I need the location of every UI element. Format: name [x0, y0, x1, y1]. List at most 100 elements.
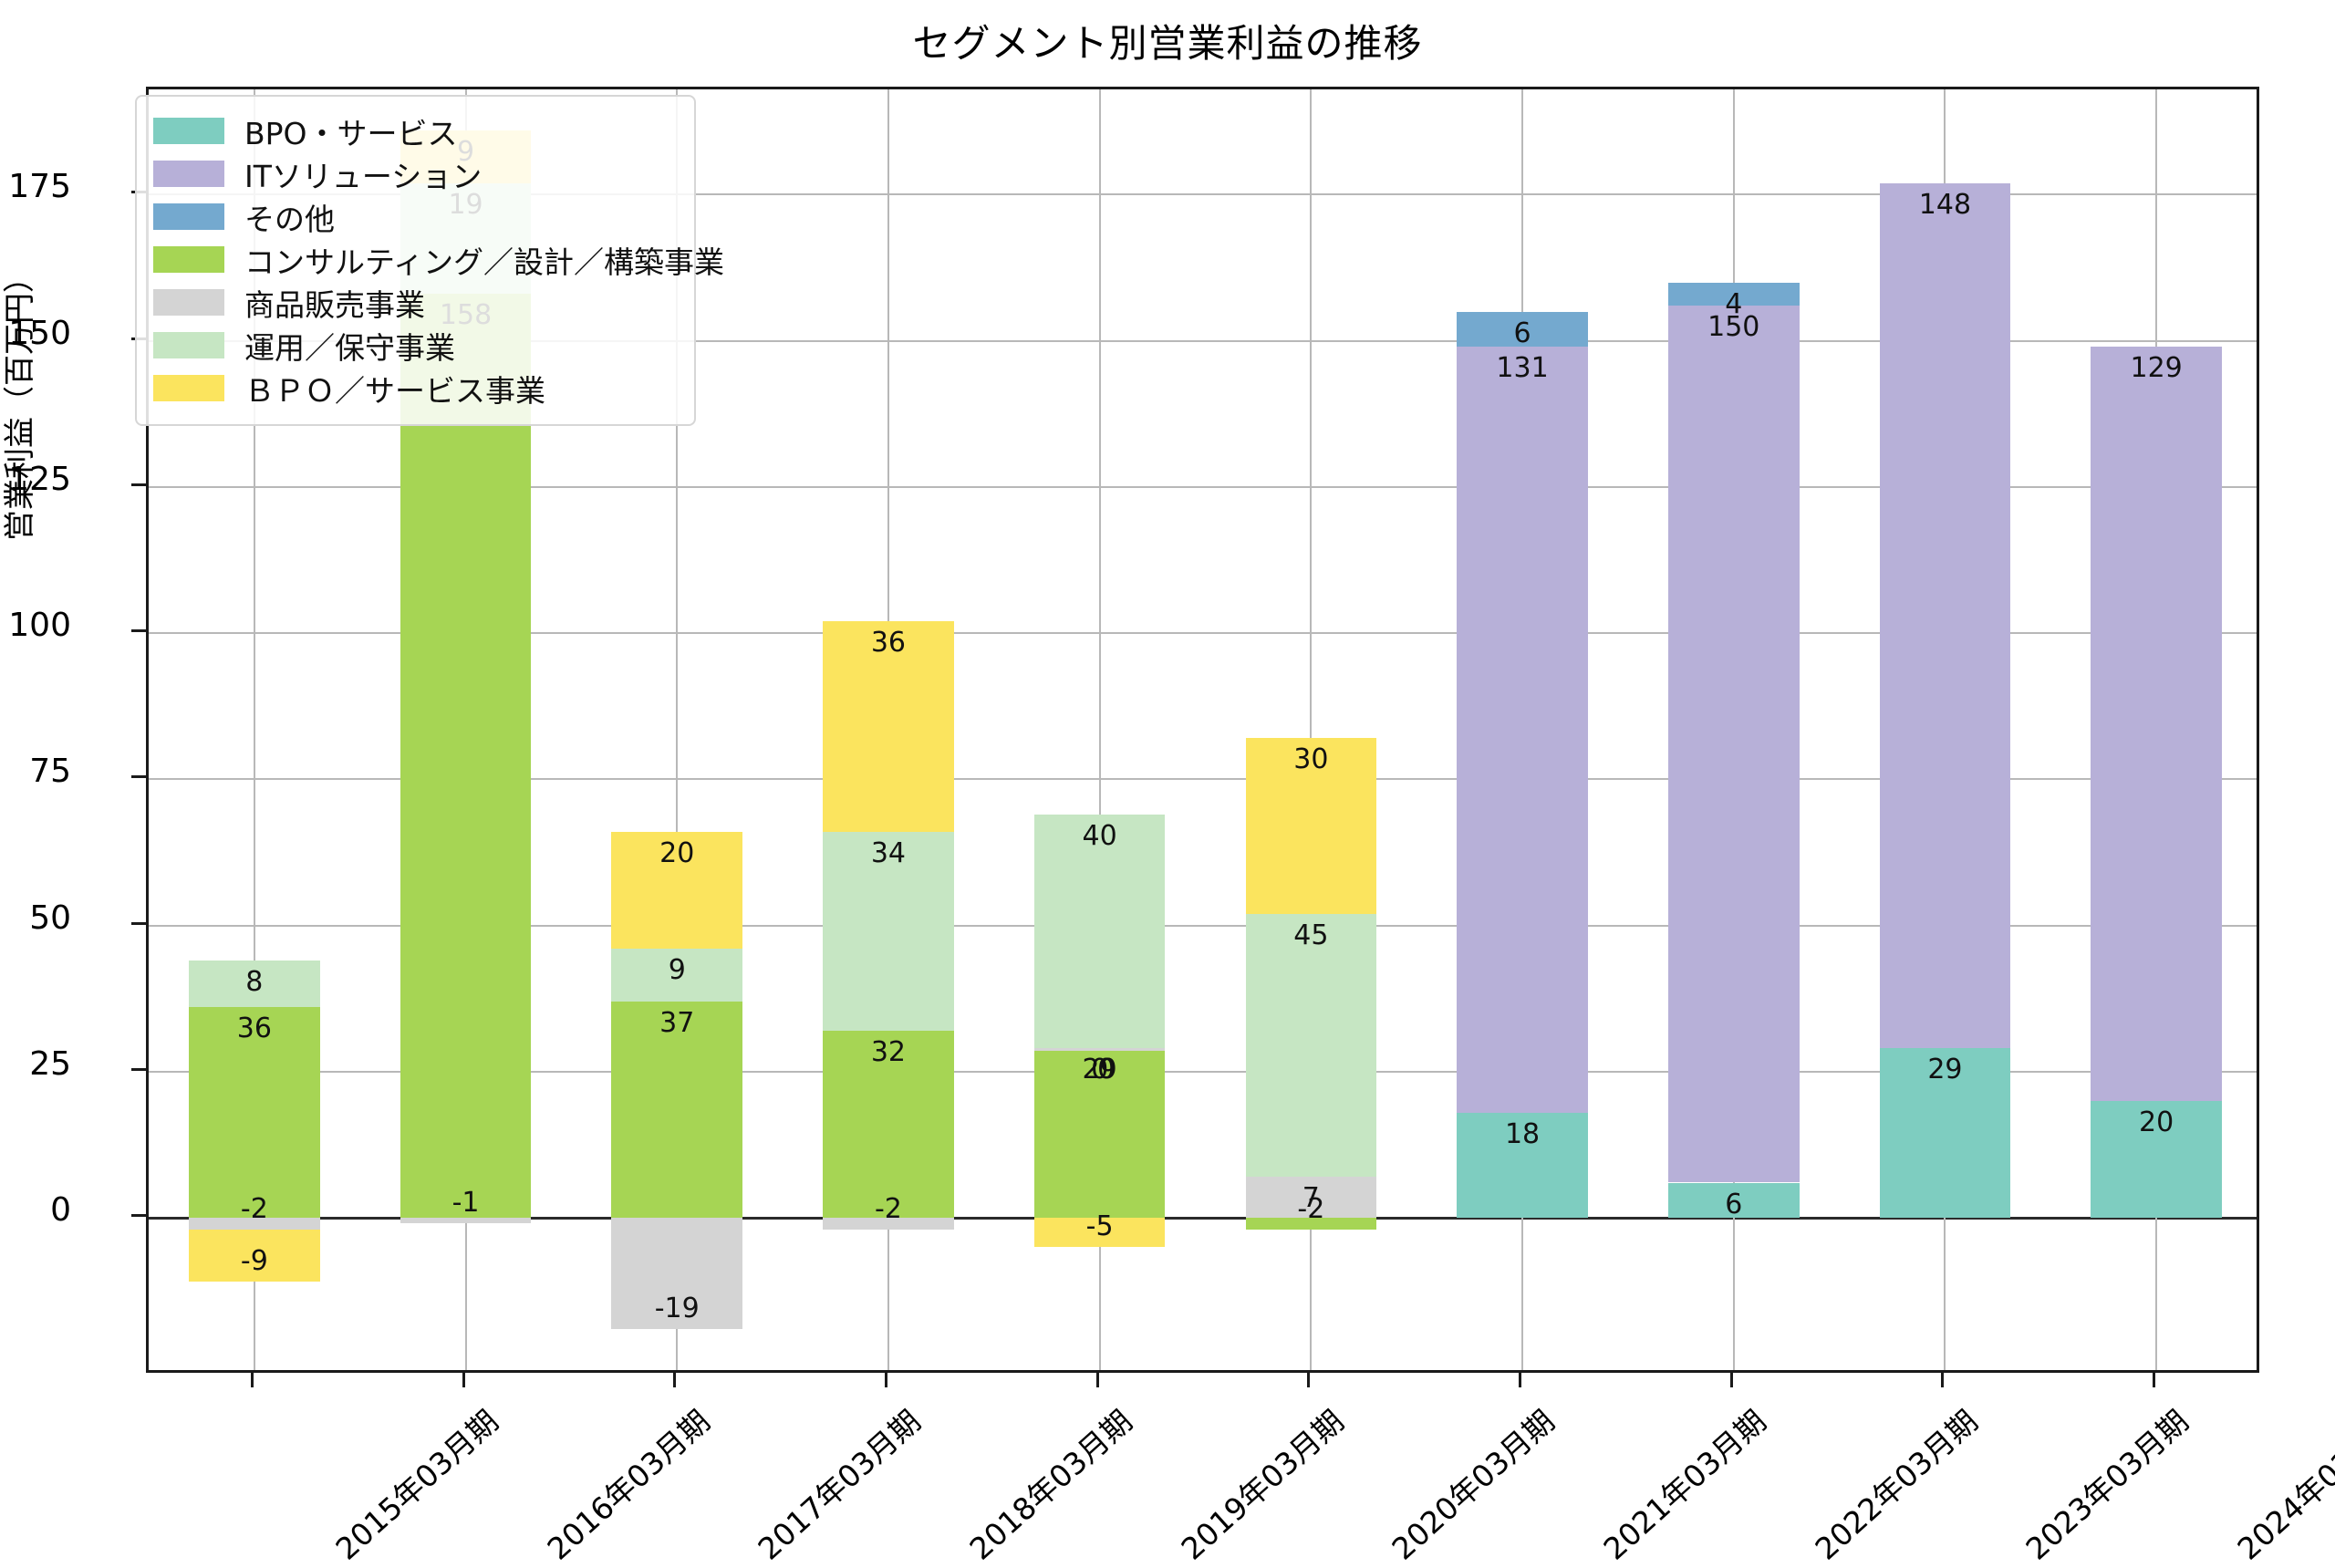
x-tick-mark — [1307, 1373, 1311, 1387]
bar-segment-negative[interactable] — [189, 1229, 320, 1282]
bar-segment[interactable] — [611, 831, 743, 950]
bar-group[interactable]: 20 129 — [2091, 89, 2222, 1370]
gridline-horizontal — [149, 924, 2257, 927]
y-tick-mark — [131, 775, 146, 779]
y-tick-label: 150 — [8, 314, 71, 352]
bar-segment[interactable] — [1245, 913, 1377, 1178]
legend-label: コンサルティング／設計／構築事業 — [244, 244, 725, 280]
y-tick-mark — [131, 483, 146, 486]
gridline-horizontal — [149, 1070, 2257, 1073]
legend-swatch-icon — [153, 203, 224, 230]
bar-segment-negative[interactable] — [823, 1217, 954, 1230]
bar-segment-negative[interactable] — [611, 1217, 743, 1329]
gridline-vertical — [1310, 89, 1313, 1370]
legend-item[interactable]: 運用／保守事業 — [153, 324, 678, 367]
y-tick-label: 175 — [8, 168, 71, 206]
bar-segment[interactable] — [1879, 1048, 2011, 1218]
x-tick-mark — [1941, 1373, 1945, 1387]
bar-segment[interactable] — [1457, 347, 1588, 1113]
bar-segment[interactable] — [823, 831, 954, 1031]
legend-swatch-icon — [153, 289, 224, 316]
x-tick-mark — [1519, 1373, 1522, 1387]
y-tick-mark — [131, 1213, 146, 1217]
legend-label: BPO・サービス — [244, 115, 458, 151]
bar-segment[interactable] — [400, 294, 532, 1218]
legend-item[interactable]: ITソリューション — [153, 152, 678, 195]
bar-segment[interactable] — [189, 1007, 320, 1218]
bar-segment-negative[interactable] — [1033, 1217, 1166, 1247]
y-tick-mark — [131, 921, 146, 925]
x-tick-label: 2024年03月期 — [2230, 1403, 2335, 1567]
x-tick-mark — [462, 1373, 465, 1387]
x-tick-label: 2019年03月期 — [1174, 1403, 1351, 1567]
bar-segment[interactable] — [2091, 1100, 2222, 1218]
legend-label: その他 — [244, 201, 335, 237]
legend-item[interactable]: その他 — [153, 195, 678, 238]
y-tick-label: 25 — [29, 1044, 71, 1083]
x-tick-mark — [884, 1373, 887, 1387]
x-tick-label: 2017年03月期 — [751, 1403, 929, 1567]
legend-item[interactable]: ＢＰＯ／サービス事業 — [153, 367, 678, 410]
y-tick-mark — [131, 629, 146, 633]
bar-segment[interactable] — [1033, 1048, 1166, 1218]
bar-segment[interactable] — [1033, 814, 1166, 1049]
bar-group[interactable]: 18 131 6 — [1457, 89, 1588, 1370]
bar-segment[interactable] — [611, 1001, 743, 1218]
legend-swatch-icon — [153, 118, 224, 144]
gridline-horizontal — [149, 778, 2257, 781]
legend-swatch-icon — [153, 246, 224, 273]
bar-segment[interactable] — [1457, 1112, 1588, 1218]
legend-item[interactable]: 商品販売事業 — [153, 281, 678, 324]
y-tick-label: 50 — [29, 898, 71, 937]
bar-segment-negative[interactable] — [400, 1217, 532, 1224]
bar-segment[interactable] — [189, 960, 320, 1008]
x-tick-label: 2015年03月期 — [328, 1403, 505, 1567]
bar-group[interactable]: 7 45 30 -2 — [1245, 89, 1377, 1370]
legend-label: 商品販売事業 — [244, 286, 425, 323]
chart-title: セグメント別営業利益の推移 — [912, 21, 1423, 66]
gridline-horizontal — [149, 339, 2257, 342]
bar-segment[interactable] — [2091, 347, 2222, 1101]
legend: BPO・サービス ITソリューションその他コンサルティング／設計／構築事業 商品販売… — [135, 95, 724, 426]
bar-segment[interactable] — [1245, 738, 1377, 914]
bar-segment[interactable] — [823, 1030, 954, 1218]
x-tick-mark — [1095, 1373, 1099, 1387]
y-tick-label: 100 — [8, 607, 71, 645]
x-tick-mark — [250, 1373, 254, 1387]
x-tick-mark — [1729, 1373, 1733, 1387]
bar-group[interactable]: 29 0 40 -5 0 — [1033, 89, 1166, 1370]
bar-segment[interactable] — [1667, 306, 1800, 1183]
y-tick-label: 75 — [29, 753, 71, 791]
bar-group[interactable]: 6 150 4 — [1667, 89, 1800, 1370]
legend-swatch-icon — [153, 375, 224, 401]
bar-segment[interactable] — [1879, 182, 2011, 1049]
x-tick-label: 2018年03月期 — [962, 1403, 1139, 1567]
x-tick-label: 2021年03月期 — [1596, 1403, 1773, 1567]
gridline-vertical — [253, 89, 255, 1370]
y-tick-label: 0 — [50, 1190, 71, 1229]
bar-segment[interactable] — [1033, 1048, 1166, 1052]
legend-swatch-icon — [153, 332, 224, 358]
bar-group[interactable]: 32 34 36 -2 — [823, 89, 954, 1370]
legend-item[interactable]: BPO・サービス — [153, 109, 678, 152]
gridline-horizontal — [149, 485, 2257, 488]
bar-segment[interactable] — [611, 949, 743, 1002]
legend-item[interactable]: コンサルティング／設計／構築事業 — [153, 238, 724, 281]
bar-segment[interactable] — [823, 621, 954, 832]
legend-swatch-icon — [153, 161, 224, 187]
legend-label: ＢＰＯ／サービス事業 — [244, 372, 545, 409]
bar-segment[interactable] — [1457, 311, 1588, 347]
x-tick-mark — [673, 1373, 677, 1387]
y-axis-label: 営業利益（百万円） — [2, 262, 38, 541]
bar-segment-negative[interactable] — [189, 1217, 320, 1230]
bar-segment-negative[interactable] — [1245, 1217, 1377, 1230]
gridline-horizontal — [149, 193, 2257, 196]
bar-segment[interactable] — [1667, 1182, 1800, 1218]
x-tick-label: 2023年03月期 — [2018, 1403, 2196, 1567]
bar-group[interactable]: 29 148 — [1879, 89, 2011, 1370]
bar-segment[interactable] — [1667, 282, 1800, 306]
bar-group[interactable]: 36 8 -2 -9 — [189, 89, 320, 1370]
bar-segment[interactable] — [1245, 1177, 1377, 1218]
gridline-vertical — [676, 89, 679, 1370]
